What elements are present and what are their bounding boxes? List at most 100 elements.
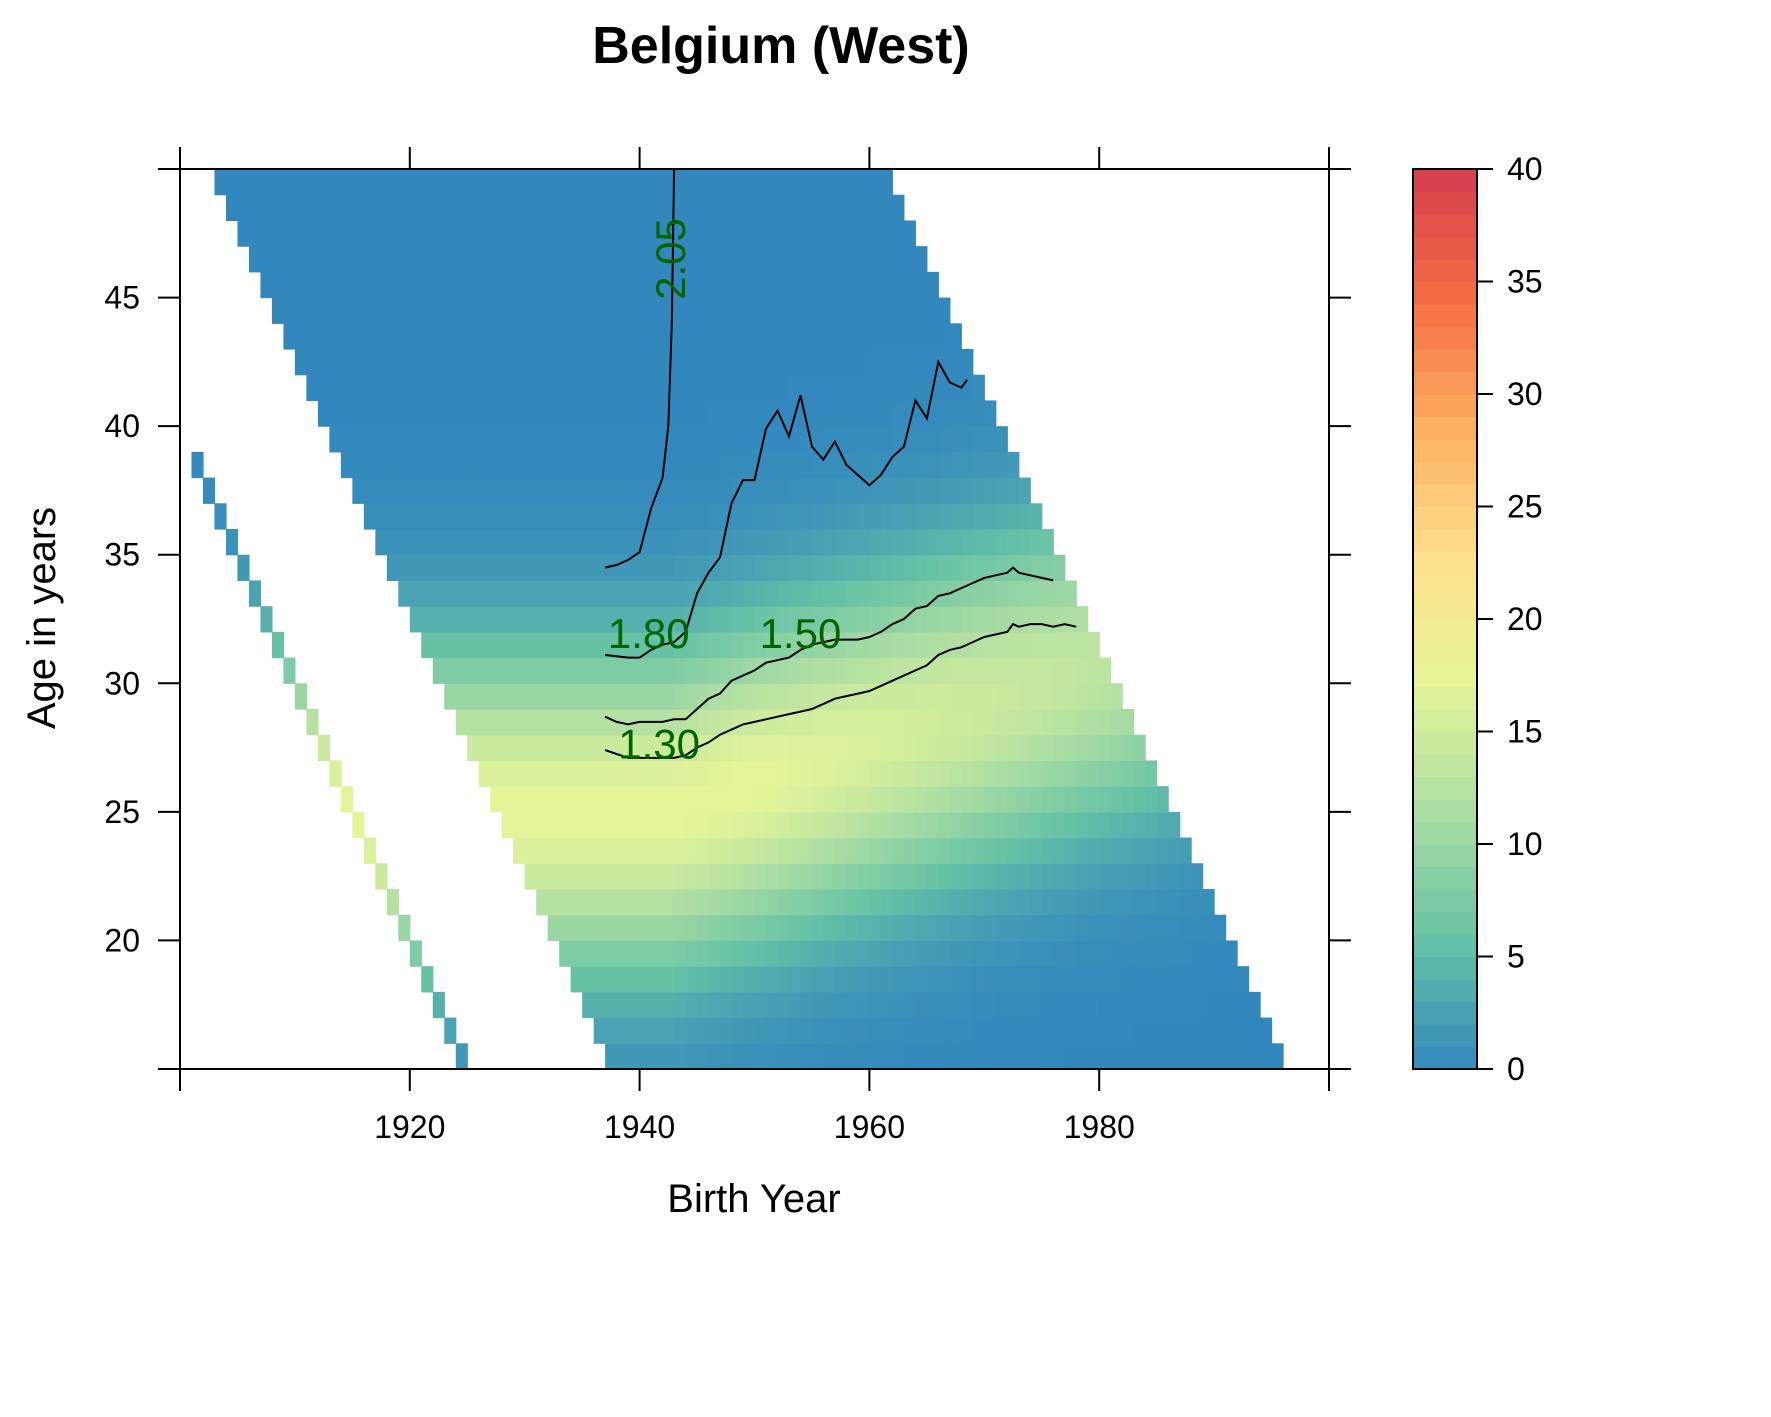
heatmap-cell xyxy=(972,657,985,684)
heatmap-cell xyxy=(823,246,836,273)
heatmap-cell xyxy=(260,220,273,247)
heatmap-cell xyxy=(639,451,652,479)
heatmap-cell xyxy=(1202,991,1215,1019)
heatmap-cell xyxy=(777,400,790,427)
heatmap-cell xyxy=(823,297,836,324)
heatmap-cell xyxy=(880,811,893,839)
colorbar-tick-label: 15 xyxy=(1507,714,1543,750)
heatmap-cell xyxy=(720,194,733,222)
heatmap-cell xyxy=(639,914,652,942)
heatmap-cell xyxy=(1260,1017,1273,1044)
heatmap-cell xyxy=(961,1043,974,1069)
heatmap-cell xyxy=(754,940,767,967)
heatmap-cell xyxy=(846,606,859,633)
heatmap-cell xyxy=(1214,940,1227,967)
heatmap-cell xyxy=(869,863,882,890)
heatmap-cell xyxy=(547,194,560,222)
heatmap-cell xyxy=(892,940,905,967)
heatmap-cell xyxy=(961,374,974,402)
heatmap-cell xyxy=(823,503,836,530)
heatmap-cell xyxy=(432,529,445,556)
heatmap-cell xyxy=(513,194,526,222)
heatmap-cell xyxy=(880,709,893,736)
heatmap-cell xyxy=(1018,811,1031,839)
heatmap-cell xyxy=(765,169,779,196)
heatmap-cell xyxy=(1110,991,1123,1019)
heatmap-cell xyxy=(892,811,905,839)
heatmap-cell xyxy=(559,940,572,967)
heatmap-cell xyxy=(478,709,491,736)
heatmap-cell xyxy=(811,246,825,273)
heatmap-cell xyxy=(386,169,399,196)
heatmap-cell xyxy=(1018,914,1031,942)
heatmap-cell xyxy=(478,477,491,504)
heatmap-cell xyxy=(605,426,618,453)
heatmap-cell xyxy=(674,297,687,324)
heatmap-cell xyxy=(593,323,606,350)
heatmap-cell xyxy=(984,529,997,556)
heatmap-cell xyxy=(708,323,721,350)
heatmap-cell xyxy=(1087,734,1100,762)
heatmap-cell xyxy=(559,374,572,402)
heatmap-cell xyxy=(478,349,491,376)
heatmap-cell xyxy=(1168,914,1181,942)
heatmap-cell xyxy=(1168,940,1181,967)
heatmap-cell xyxy=(628,169,641,196)
heatmap-cell xyxy=(501,554,514,582)
heatmap-cell xyxy=(306,297,319,324)
heatmap-cell xyxy=(593,991,606,1019)
heatmap-cell xyxy=(317,169,330,196)
heatmap-cell xyxy=(674,811,687,839)
heatmap-cell xyxy=(685,349,698,376)
heatmap-cell xyxy=(846,297,859,324)
heatmap-cell xyxy=(605,1043,618,1069)
heatmap-cell xyxy=(524,580,537,607)
heatmap-cell xyxy=(811,863,825,890)
heatmap-cell xyxy=(903,271,916,299)
heatmap-cell xyxy=(1064,683,1077,710)
contour-labels: 2.051.80 1.501.30 xyxy=(608,218,841,768)
heatmap-cell xyxy=(536,220,549,247)
heatmap-cell xyxy=(421,220,434,247)
heatmap-cell xyxy=(961,940,974,967)
heatmap-cell xyxy=(903,631,916,659)
heatmap-cell xyxy=(1076,1017,1089,1044)
heatmap-cell xyxy=(593,374,606,402)
heatmap-cell xyxy=(1168,1017,1181,1044)
heatmap-cell xyxy=(674,400,687,427)
heatmap-cell xyxy=(777,271,790,299)
heatmap-cell xyxy=(961,837,974,864)
heatmap-cell xyxy=(823,683,836,710)
heatmap-cell xyxy=(547,169,560,196)
heatmap-cell xyxy=(892,786,905,813)
heatmap-cell xyxy=(306,349,319,376)
heatmap-cell xyxy=(616,811,629,839)
heatmap-cell xyxy=(697,374,710,402)
heatmap-cell xyxy=(616,837,629,864)
heatmap-cell xyxy=(605,940,618,967)
heatmap-cell xyxy=(857,786,870,813)
heatmap-cell xyxy=(984,709,997,736)
heatmap-cell xyxy=(777,323,790,350)
heatmap-cell xyxy=(846,683,859,710)
heatmap-cell xyxy=(593,837,606,864)
heatmap-cell xyxy=(949,1043,962,1069)
heatmap-cell xyxy=(697,683,710,710)
heatmap-cell xyxy=(582,734,595,762)
heatmap-cell xyxy=(892,760,905,787)
heatmap-cell xyxy=(513,580,526,607)
heatmap-cell xyxy=(524,323,537,350)
heatmap-cell xyxy=(674,1017,687,1044)
heatmap-cell xyxy=(639,169,652,196)
heatmap-cell xyxy=(1007,837,1020,864)
heatmap-cell xyxy=(605,554,618,582)
heatmap-cell xyxy=(846,374,859,402)
heatmap-cell xyxy=(903,323,916,350)
heatmap-cell xyxy=(605,631,618,659)
heatmap-cell xyxy=(1076,606,1089,633)
heatmap-cell xyxy=(582,991,595,1019)
heatmap-cell xyxy=(1064,863,1077,890)
heatmap-cell xyxy=(547,246,560,273)
heatmap-cell xyxy=(777,811,790,839)
heatmap-cell xyxy=(708,760,721,787)
